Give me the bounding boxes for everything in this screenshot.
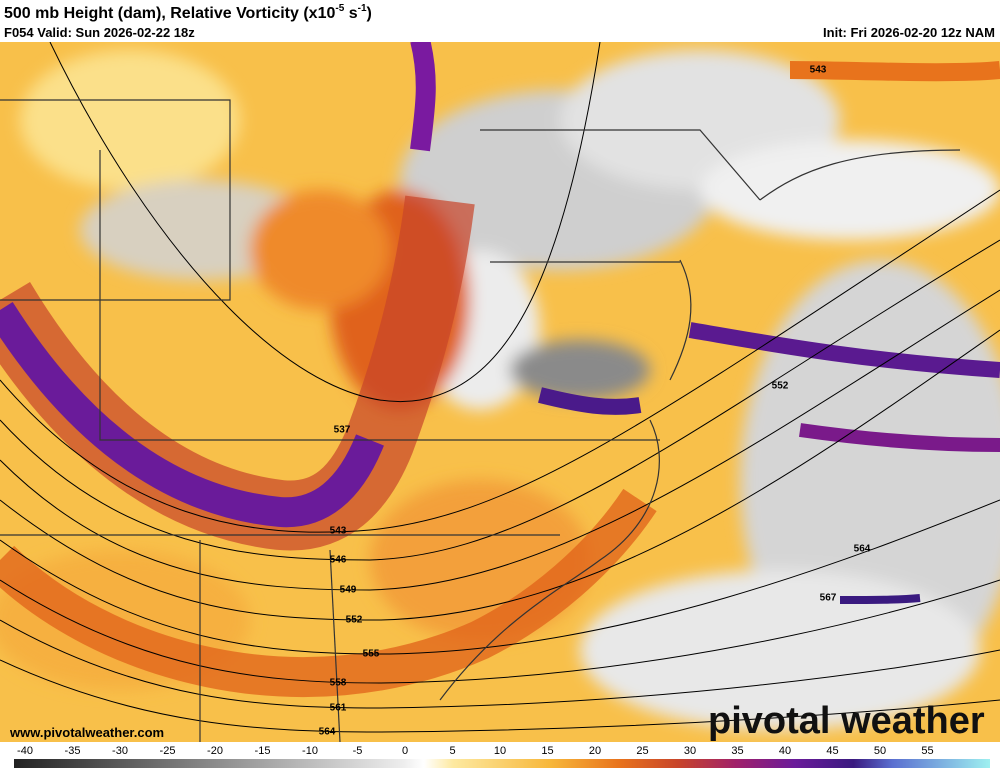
colorbar-label: -35 bbox=[65, 745, 81, 757]
contour-label: 549 bbox=[340, 585, 357, 596]
colorbar-label: -10 bbox=[302, 745, 318, 757]
colorbar-label: 50 bbox=[874, 745, 886, 757]
title-exponent: -1 bbox=[358, 3, 367, 14]
watermark: pivotal weather bbox=[708, 700, 985, 742]
url: www.pivotalweather.com bbox=[9, 725, 164, 740]
colorbar-label: 35 bbox=[731, 745, 743, 757]
init-time: Init: Fri 2026-02-20 12z NAM bbox=[823, 25, 995, 40]
colorbar-label: -15 bbox=[255, 745, 271, 757]
colorbar-label: -30 bbox=[112, 745, 128, 757]
colorbar-label: 20 bbox=[589, 745, 601, 757]
contour-label: 564 bbox=[854, 544, 871, 555]
contour-label: 564 bbox=[319, 727, 336, 738]
contour-label: 546 bbox=[330, 555, 347, 566]
title-text: ) bbox=[367, 5, 372, 22]
colorbar-label: 30 bbox=[684, 745, 696, 757]
contour-label: 552 bbox=[772, 381, 789, 392]
contour-label: 537 bbox=[334, 425, 351, 436]
colorbar-label: 10 bbox=[494, 745, 506, 757]
colorbar bbox=[14, 759, 990, 768]
contour-label: 552 bbox=[346, 615, 363, 626]
colorbar-label: 15 bbox=[541, 745, 553, 757]
colorbar-label: 55 bbox=[921, 745, 933, 757]
title-exponent: -5 bbox=[335, 3, 344, 14]
contour-label: 558 bbox=[330, 678, 347, 689]
colorbar-label: 5 bbox=[449, 745, 455, 757]
map-field bbox=[0, 42, 1000, 742]
contour-label: 567 bbox=[820, 593, 837, 604]
colorbar-label: 45 bbox=[826, 745, 838, 757]
colorbar-label: -5 bbox=[353, 745, 363, 757]
colorbar-label: -20 bbox=[207, 745, 223, 757]
colorbar-label: 40 bbox=[779, 745, 791, 757]
colorbar-label: -25 bbox=[160, 745, 176, 757]
contour-label: 555 bbox=[363, 649, 380, 660]
title-text: 500 mb Height (dam), Relative Vorticity … bbox=[4, 5, 335, 22]
colorbar-label: -40 bbox=[17, 745, 33, 757]
colorbar-label: 25 bbox=[636, 745, 648, 757]
contour-label: 543 bbox=[810, 65, 827, 76]
title: 500 mb Height (dam), Relative Vorticity … bbox=[4, 3, 372, 22]
contour-label: 543 bbox=[330, 526, 347, 537]
colorbar-label: 0 bbox=[402, 745, 408, 757]
valid-time: F054 Valid: Sun 2026-02-22 18z bbox=[4, 25, 195, 40]
title-text: s bbox=[344, 5, 357, 22]
contour-label: 561 bbox=[330, 703, 347, 714]
